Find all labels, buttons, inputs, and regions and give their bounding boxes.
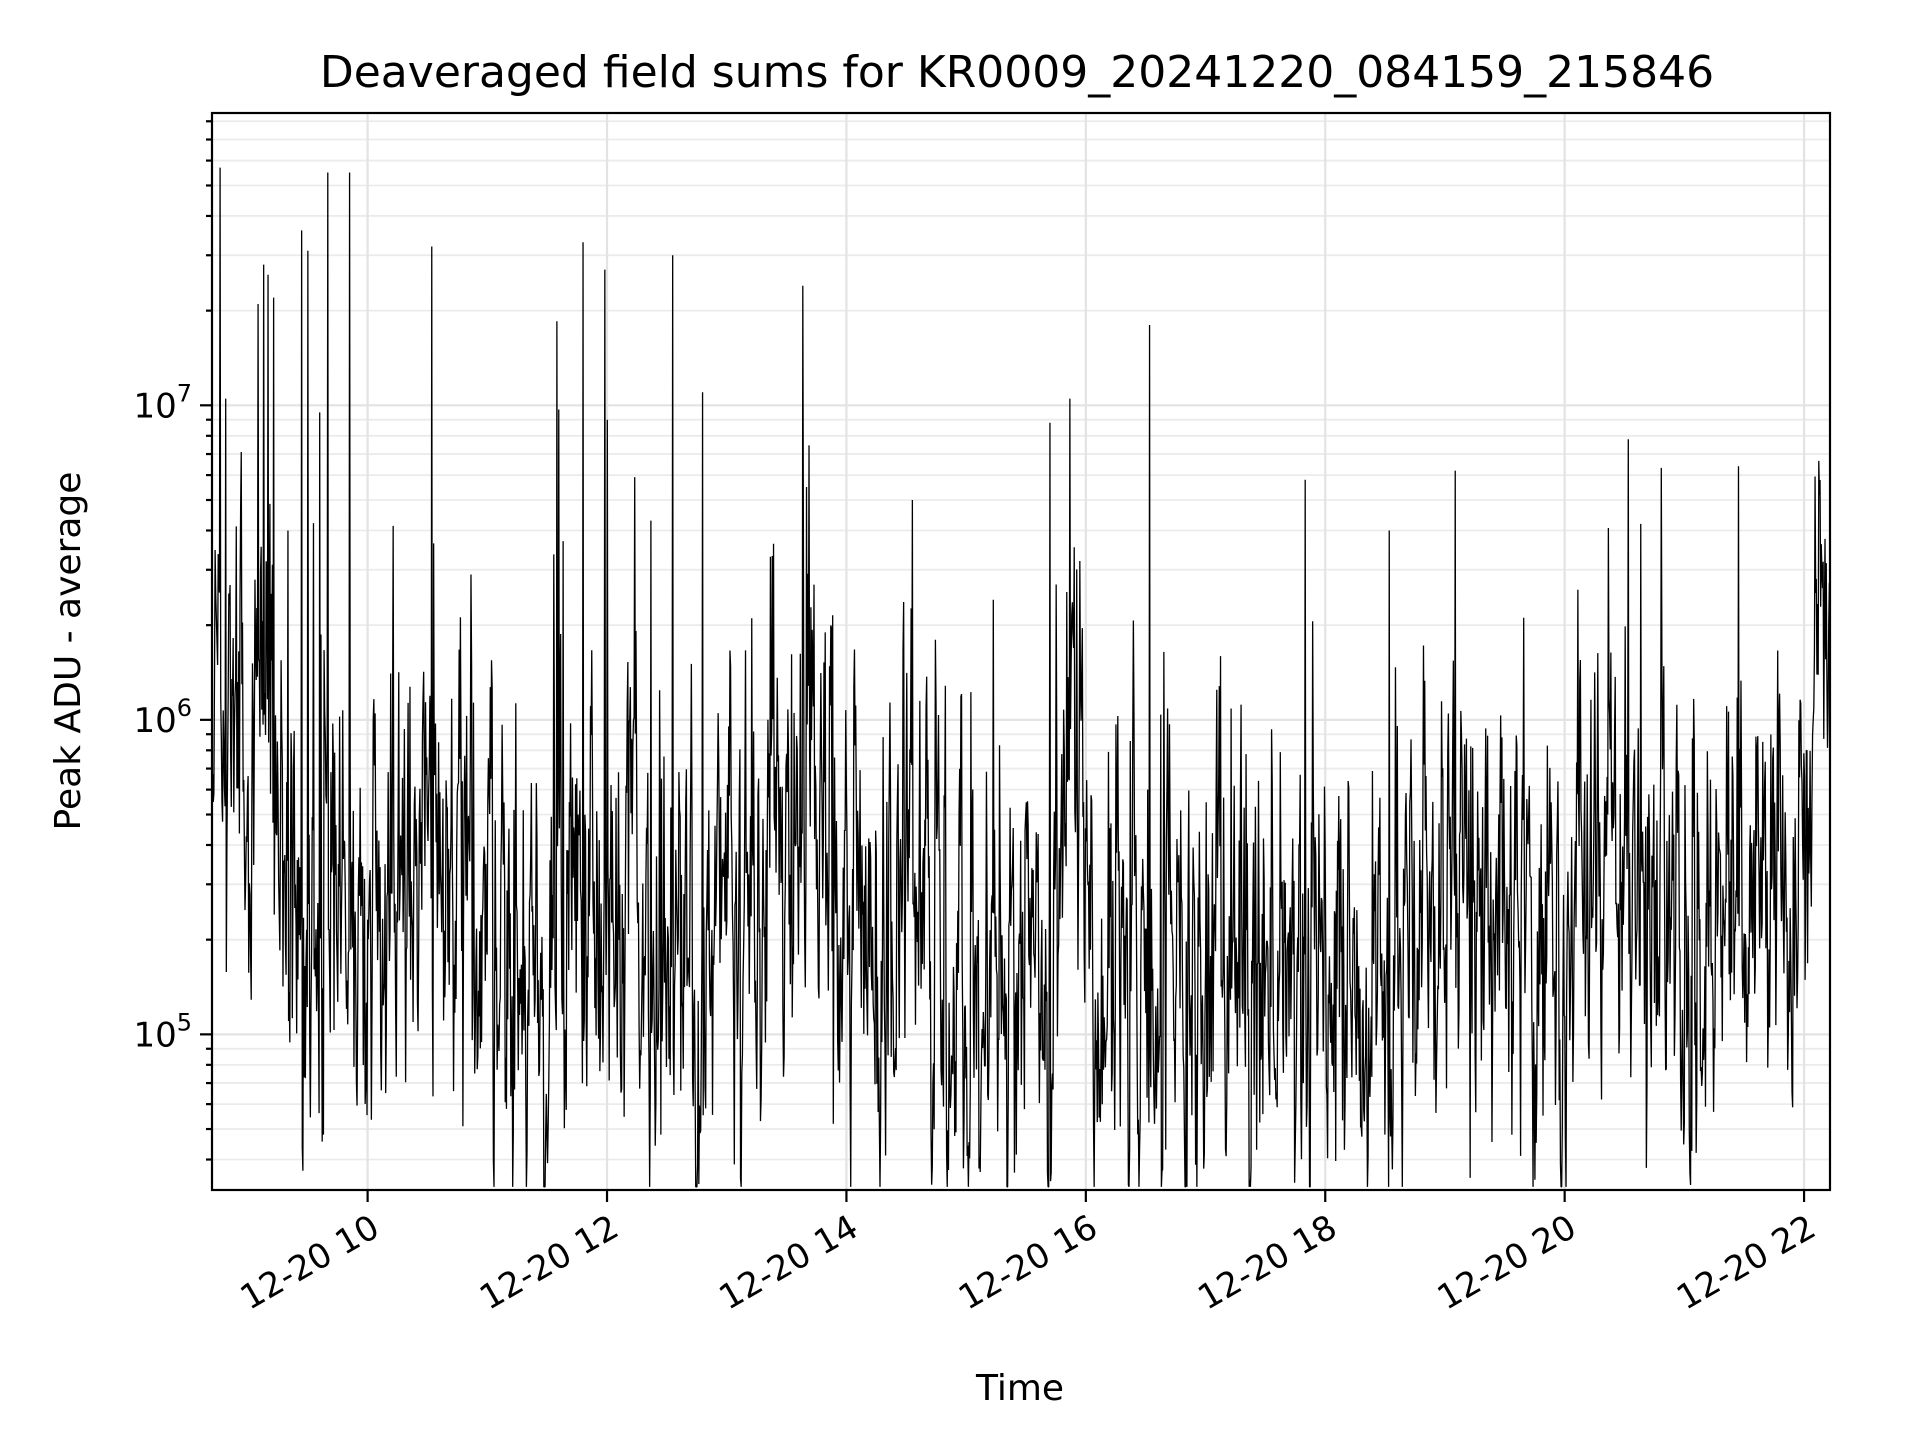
minor-grid bbox=[212, 120, 1830, 1161]
y-axis: 105 106 107 bbox=[133, 120, 212, 1161]
plot-area bbox=[212, 167, 1830, 1188]
y-axis-label: Peak ADU - average bbox=[48, 472, 89, 831]
axes-frame bbox=[210, 111, 1832, 1192]
series-line bbox=[212, 167, 1830, 1188]
y-tick-label: 107 bbox=[133, 379, 192, 426]
y-tick-label: 105 bbox=[133, 1008, 192, 1055]
chart-title: Deaveraged field sums for KR0009_2024122… bbox=[320, 47, 1714, 98]
y-tick-label: 106 bbox=[133, 694, 192, 741]
x-axis-label: Time bbox=[975, 1368, 1064, 1409]
